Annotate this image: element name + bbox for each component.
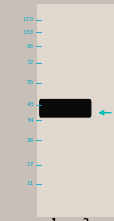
- Text: 11: 11: [26, 181, 34, 186]
- Text: 130: 130: [23, 30, 34, 34]
- Bar: [36, 4, 114, 217]
- Text: 26: 26: [26, 138, 34, 143]
- Text: 55: 55: [26, 80, 34, 85]
- Text: 170: 170: [23, 17, 34, 22]
- Text: 43: 43: [26, 103, 34, 107]
- Text: 72: 72: [26, 61, 34, 65]
- Text: 95: 95: [26, 44, 34, 49]
- Text: 34: 34: [26, 118, 34, 123]
- Text: 17: 17: [26, 162, 34, 167]
- Text: 1: 1: [49, 218, 56, 221]
- Text: 2: 2: [81, 218, 87, 221]
- FancyBboxPatch shape: [39, 99, 91, 118]
